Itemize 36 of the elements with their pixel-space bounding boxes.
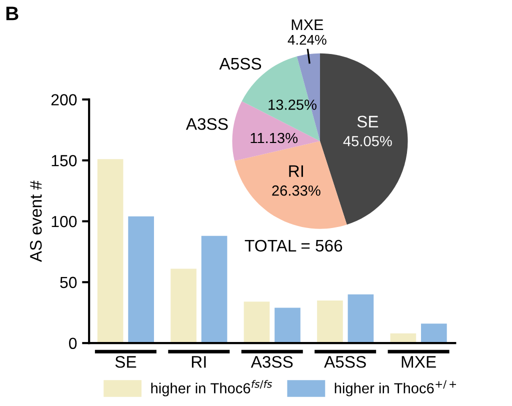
y-tick-label: 0 <box>69 338 77 350</box>
bar <box>244 302 270 344</box>
y-axis-title: AS event # <box>30 180 42 262</box>
bar <box>421 324 447 344</box>
data-label: 4.24% <box>288 34 326 45</box>
x-tick-label: MXE <box>402 356 436 368</box>
annotation: TOTAL = 566 <box>244 240 342 252</box>
legend-label: higher in Thoc6$^{+/+}$ <box>334 380 456 396</box>
pie-slice <box>320 53 408 225</box>
pie-slice <box>232 101 320 161</box>
data-label: 13.25% <box>268 100 316 110</box>
bar <box>201 236 228 344</box>
bar <box>128 216 154 344</box>
bar <box>274 308 300 344</box>
bar <box>348 294 374 344</box>
slice-label: A3SS <box>186 118 228 130</box>
x-tick-label: RI <box>192 356 206 368</box>
y-tick-label: 200 <box>51 94 77 106</box>
data-label: 26.33% <box>272 185 320 196</box>
slice-label: SE <box>357 116 378 128</box>
data-label: 11.13% <box>250 132 298 144</box>
x-tick-label: SE <box>115 356 136 368</box>
x-tick-label: A3SS <box>250 356 293 368</box>
x-tick-label: A5SS <box>324 356 366 368</box>
bar <box>170 268 196 344</box>
bar <box>317 300 343 344</box>
bar <box>97 159 124 344</box>
y-tick-label: 150 <box>52 155 77 166</box>
text: B <box>6 6 18 20</box>
slice-label: RI <box>289 165 303 177</box>
y-tick-label: 100 <box>52 216 77 228</box>
slice-label: MXE <box>292 20 324 30</box>
slice-label: A5SS <box>219 58 262 70</box>
y-tick-label: 50 <box>60 276 77 288</box>
data-label: 45.05% <box>343 136 392 146</box>
legend-label: higher in Thoc6$^{fs/fs}$ <box>151 380 272 396</box>
